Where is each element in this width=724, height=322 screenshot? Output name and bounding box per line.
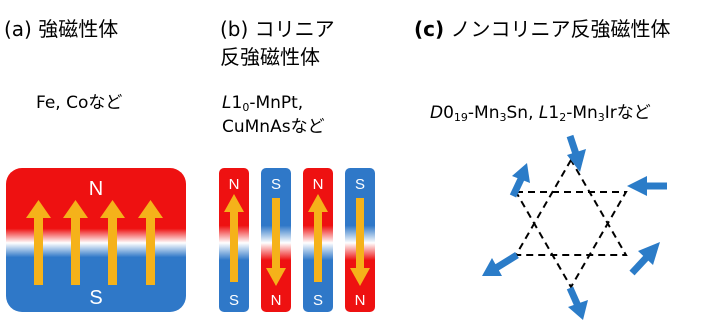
panel-b-ex1-sub: 0 bbox=[242, 101, 250, 114]
spin-arrow-up-icon bbox=[100, 200, 125, 285]
panel-b-heading-line1: (b) コリニア bbox=[220, 17, 335, 41]
magnet-north-label: N bbox=[89, 178, 103, 200]
panel-c-ex1-italic: D bbox=[430, 103, 444, 123]
bar-3-top-label: N bbox=[313, 176, 324, 193]
panel-b-example-2: CuMnAsなど bbox=[222, 117, 325, 137]
star-triangle-down bbox=[514, 191, 628, 289]
panel-c-ex2-sub2: 3 bbox=[597, 111, 605, 124]
bar-4-bottom-label: N bbox=[355, 292, 366, 309]
panel-b-ex1-num: 1 bbox=[231, 93, 243, 113]
spin-arrow-icon bbox=[566, 134, 586, 172]
ferro-spin-arrows bbox=[26, 200, 163, 285]
panel-c-ex2-italic: L bbox=[538, 103, 549, 123]
panel-b-example-1: L10-MnPt, bbox=[222, 92, 303, 114]
afm-bar-4: S N bbox=[345, 168, 375, 312]
panel-c-heading-label: (c) bbox=[414, 17, 445, 41]
spin-arrow-down-icon bbox=[350, 198, 370, 286]
panel-a-examples: Fe, Coなど bbox=[36, 93, 123, 113]
panel-b-ex1-prefix: L bbox=[222, 93, 232, 113]
panel-c-examples: D019-Mn3Sn, L12-Mn3Irなど bbox=[430, 102, 651, 124]
afm-bar-1: N S bbox=[219, 168, 249, 312]
panel-c-heading: (c) ノンコリニア反強磁性体 bbox=[414, 16, 671, 42]
panel-c-ex2-tail: Irなど bbox=[604, 103, 651, 123]
panel-c-ex1-num: 0 bbox=[443, 103, 454, 123]
spin-arrow-down-icon bbox=[266, 198, 286, 286]
bar-3-bottom-label: S bbox=[313, 292, 323, 309]
panel-c-ex1-text: -Mn bbox=[467, 103, 500, 123]
panel-b-heading-line2: 反強磁性体 bbox=[220, 45, 320, 69]
star-triangle-up bbox=[514, 158, 628, 256]
spin-arrow-icon bbox=[566, 286, 588, 320]
panel-c-ex2-sub: 2 bbox=[559, 111, 567, 124]
kagome-star bbox=[514, 158, 628, 289]
noncollinear-spin-arrows bbox=[482, 134, 667, 320]
afm-bar-2: S N bbox=[261, 168, 291, 312]
bar-1-bottom-label: S bbox=[229, 292, 239, 309]
panel-c-ex1-sub2: 3 bbox=[499, 111, 507, 124]
panel-c-heading-text: ノンコリニア反強磁性体 bbox=[444, 17, 671, 41]
bar-2-bottom-label: N bbox=[271, 292, 282, 309]
spin-arrow-icon bbox=[509, 163, 530, 198]
spin-arrow-icon bbox=[627, 176, 667, 196]
spin-arrow-up-icon bbox=[138, 200, 163, 285]
spin-arrow-up-icon bbox=[26, 200, 51, 285]
spin-arrow-up-icon bbox=[224, 194, 244, 282]
afm-bar-3: N S bbox=[303, 168, 333, 312]
bar-1-top-label: N bbox=[229, 176, 240, 193]
ferromagnet-block: N S bbox=[6, 168, 186, 312]
bar-4-top-label: S bbox=[355, 176, 365, 193]
spin-arrow-icon bbox=[482, 252, 519, 276]
magnet-south-label: S bbox=[89, 287, 102, 309]
panel-b-ex1-rest: -MnPt, bbox=[249, 93, 304, 113]
panel-c-ex2-num: 1 bbox=[548, 103, 560, 123]
panel-c-ex1-sub: 19 bbox=[453, 111, 468, 124]
panel-c-ex1-tail: Sn, bbox=[506, 103, 539, 123]
panel-c-ex2-text: -Mn bbox=[566, 103, 598, 123]
spin-arrow-icon bbox=[629, 242, 660, 276]
spin-arrow-up-icon bbox=[63, 200, 88, 285]
spin-arrow-up-icon bbox=[308, 194, 328, 282]
bar-2-top-label: S bbox=[271, 176, 281, 193]
panel-a-heading: (a) 強磁性体 bbox=[4, 17, 119, 41]
